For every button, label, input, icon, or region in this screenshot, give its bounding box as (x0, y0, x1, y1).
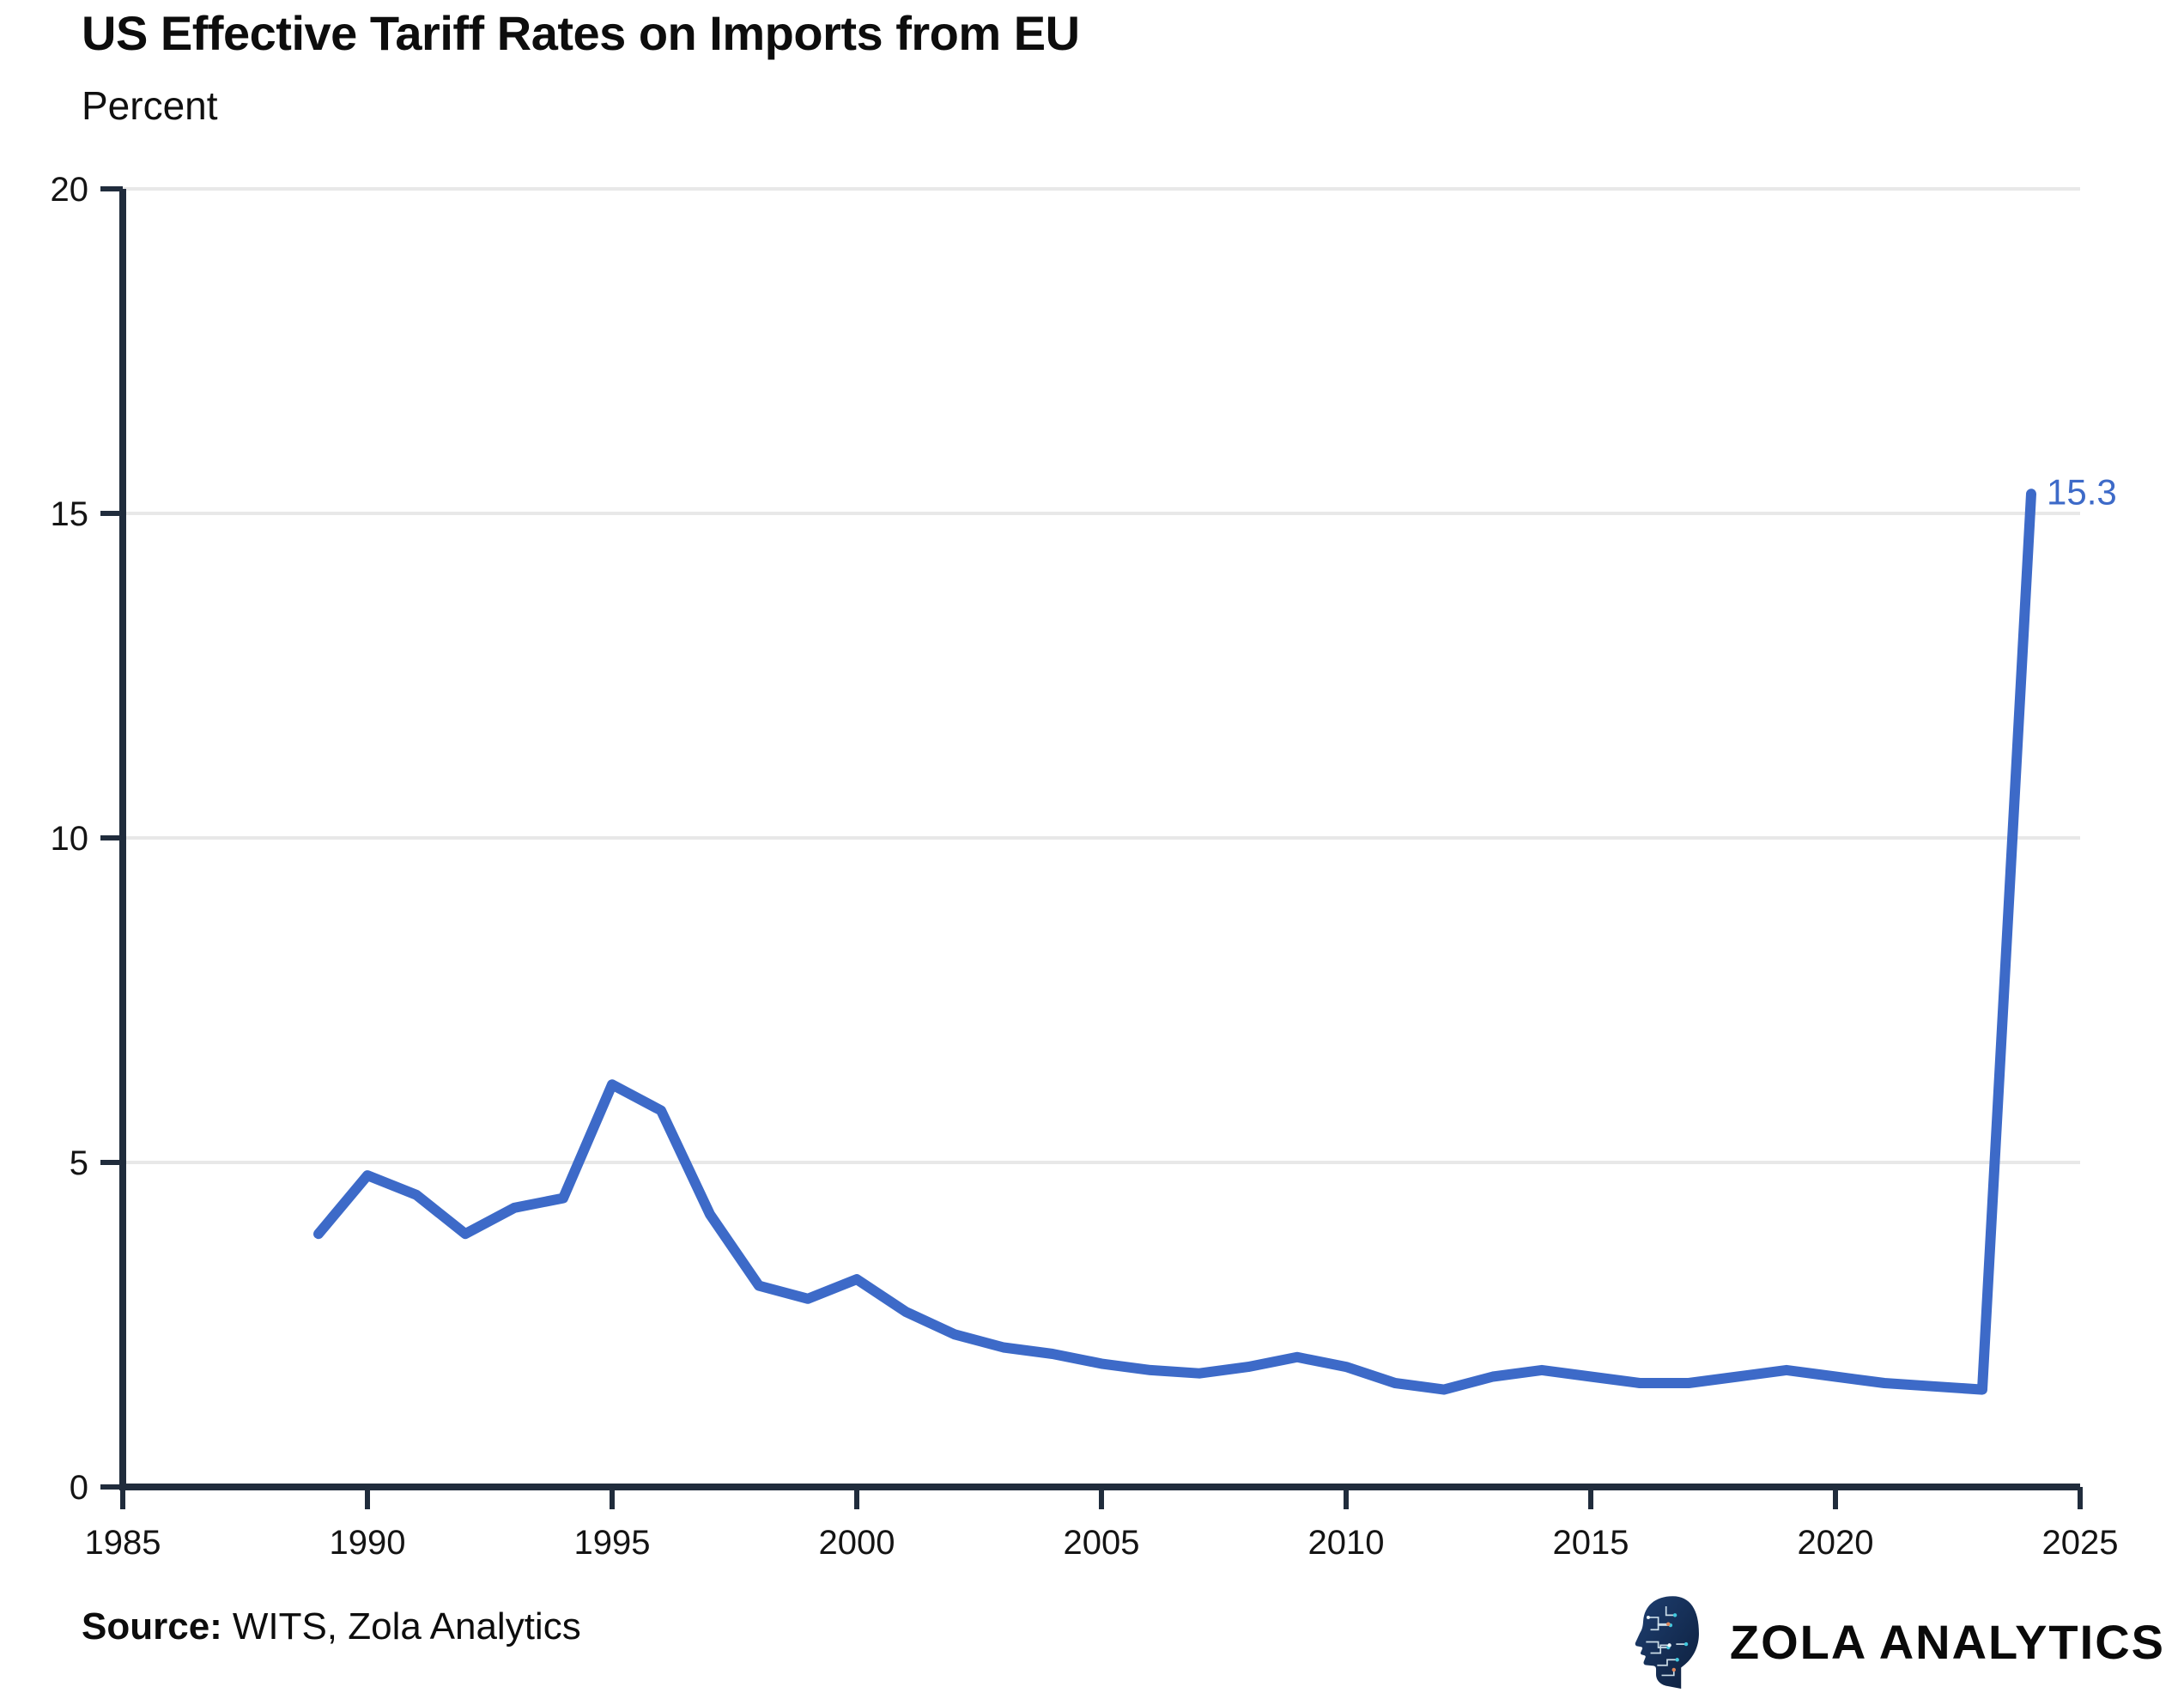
x-tick-label-2010: 2010 (1308, 1524, 1385, 1562)
y-tick-label-10: 10 (51, 820, 89, 858)
brand-name: ZOLA ANALYTICS (1729, 1614, 2165, 1669)
x-tick-label-1995: 1995 (574, 1524, 651, 1562)
y-tick-label-0: 0 (70, 1469, 88, 1507)
source-label: Source: (82, 1605, 222, 1647)
y-axis-unit-label: Percent (82, 83, 218, 128)
x-tick-label-2015: 2015 (1553, 1524, 1629, 1562)
y-tick-label-5: 5 (70, 1144, 88, 1182)
circuit-traces (1646, 1605, 1686, 1676)
y-tick-label-15: 15 (51, 495, 89, 533)
chart-title: US Effective Tariff Rates on Imports fro… (82, 6, 1080, 60)
source-text: WITS, Zola Analytics (232, 1605, 581, 1647)
x-tick-label-2025: 2025 (2042, 1524, 2119, 1562)
x-tick-label-2020: 2020 (1798, 1524, 1874, 1562)
end-value-label: 15.3 (2047, 471, 2117, 512)
source-note: Source: WITS, Zola Analytics (82, 1605, 581, 1648)
x-tick-label-2000: 2000 (819, 1524, 895, 1562)
head-silhouette (1635, 1595, 1699, 1689)
x-tick-label-2005: 2005 (1064, 1524, 1140, 1562)
x-tick-label-1985: 1985 (85, 1524, 161, 1562)
y-tick-label-20: 20 (51, 171, 89, 209)
x-tick-label-1990: 1990 (330, 1524, 406, 1562)
tariff-rate-line (313, 488, 2036, 1395)
brand-logo: ZOLA ANALYTICS (1634, 1592, 2165, 1691)
zola-head-icon (1635, 1595, 1699, 1689)
circuit-nodes (1646, 1612, 1689, 1672)
